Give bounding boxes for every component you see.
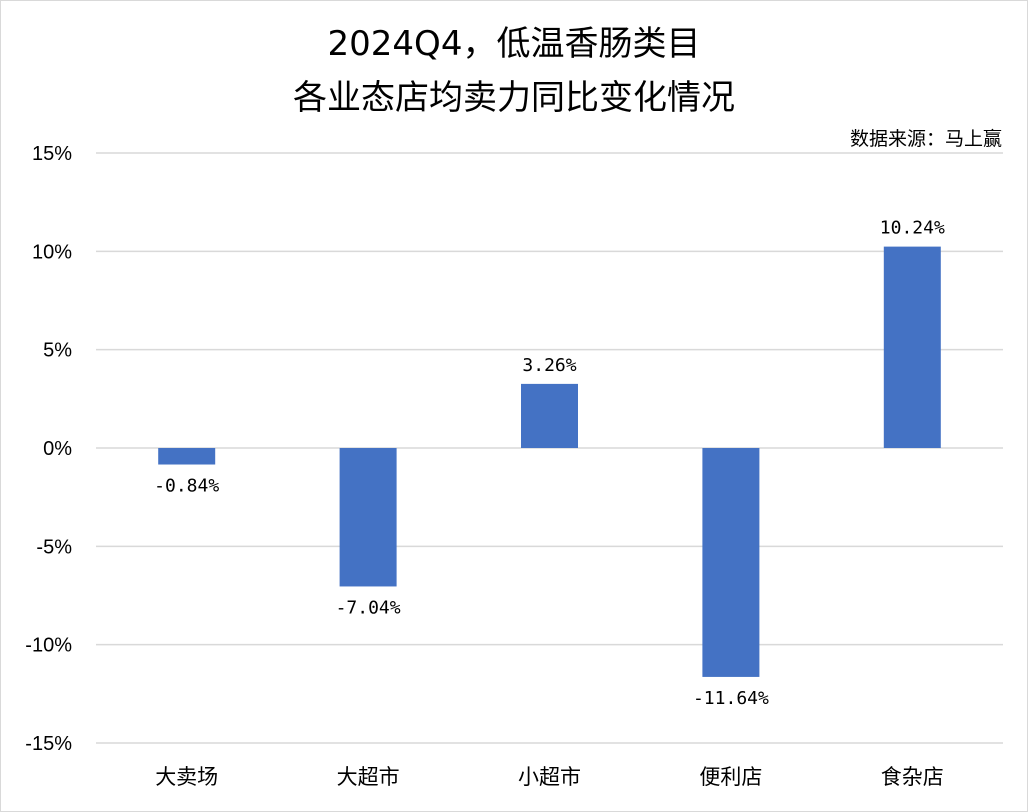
x-axis-category-labels: 大卖场 大超市 小超市 便利店 食杂店 [155, 765, 944, 789]
x-category-label: 小超市 [518, 765, 581, 789]
x-category-label: 食杂店 [881, 765, 944, 789]
data-source-note: 数据来源：马上赢 [849, 128, 1002, 150]
y-tick-label: 15% [32, 143, 72, 165]
y-tick-label: 0% [43, 438, 72, 460]
x-category-label: 大卖场 [155, 765, 218, 789]
y-tick-label: -15% [25, 733, 72, 755]
bar [521, 383, 578, 448]
bar [702, 448, 760, 677]
data-label: -0.84% [154, 476, 219, 497]
y-tick-label: 10% [32, 241, 72, 263]
y-tick-label: 5% [43, 340, 72, 362]
x-category-label: 大超市 [337, 765, 400, 789]
chart-title-line2: 各业态店均卖力同比变化情况 [293, 78, 735, 118]
bars [158, 246, 941, 677]
gridlines [96, 152, 1003, 744]
data-label: -7.04% [336, 597, 401, 618]
data-label: -11.64% [693, 688, 769, 709]
data-labels: -0.84% -7.04% 3.26% -11.64% 10.24% [154, 218, 945, 709]
x-category-label: 便利店 [699, 765, 762, 789]
bar [339, 448, 397, 587]
y-tick-label: -5% [36, 536, 72, 558]
bar [158, 448, 216, 465]
chart-title-line1: 2024Q4，低温香肠类目 [327, 24, 701, 64]
bar [883, 246, 941, 448]
y-tick-label: -10% [25, 635, 72, 657]
y-axis-tick-labels: 15% 10% 5% 0% -5% -10% -15% [25, 143, 72, 755]
data-label: 10.24% [880, 218, 945, 239]
data-label: 3.26% [522, 355, 576, 376]
